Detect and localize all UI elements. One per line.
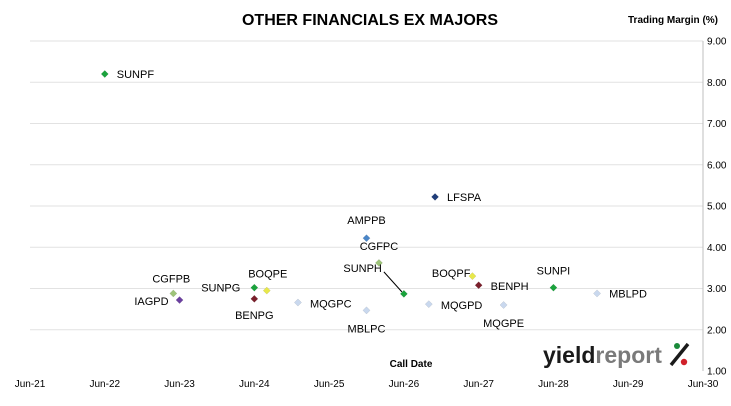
point-label-amppb: AMPPB: [347, 215, 386, 227]
x-tick-label: Jun-22: [89, 379, 120, 390]
point-label-mblpd: MBLPD: [609, 288, 647, 300]
logo-percent-dot-top: [674, 343, 680, 349]
grid-layer: [30, 40, 703, 331]
data-point-sunpg: [250, 283, 259, 292]
point-label-sunph: SUNPH: [343, 263, 382, 275]
point-label-sunpi: SUNPI: [537, 266, 571, 278]
data-point-benpg: [250, 294, 259, 303]
x-tick-label: Jun-24: [239, 379, 270, 390]
y-tick-label: 1.00: [707, 367, 727, 378]
x-axis-label: Call Date: [390, 359, 433, 370]
point-label-sunpf: SUNPF: [117, 69, 155, 81]
y-tick-label: 3.00: [707, 284, 727, 295]
logo-text-report: report: [595, 342, 662, 368]
data-point-mqgpe: [499, 301, 508, 309]
point-label-sunpg: SUNPG: [201, 283, 240, 295]
y-tick-label: 4.00: [707, 243, 727, 254]
y-axis-label: Trading Margin (%): [628, 15, 718, 26]
data-point-mblpc: [362, 306, 371, 315]
logo-percent-slash: [669, 342, 690, 367]
data-point-amppb: [362, 234, 371, 243]
data-point-sunpi: [549, 283, 558, 292]
point-label-benpg: BENPG: [235, 310, 274, 322]
x-tick-label: Jun-23: [164, 379, 195, 390]
x-tick-label: Jun-21: [15, 379, 46, 390]
point-label-mblpc: MBLPC: [348, 323, 386, 335]
y-tick-label: 9.00: [707, 37, 727, 48]
logo-percent-icon: [669, 342, 690, 367]
data-point-boqpe: [262, 286, 271, 295]
chart-title: OTHER FINANCIALS EX MAJORS: [242, 12, 498, 29]
x-tick-label: Jun-29: [613, 379, 644, 390]
x-tick-label: Jun-26: [389, 379, 420, 390]
data-point-boqpf: [468, 272, 477, 281]
label-layer: SUNPF CGFPB IAGPD SUNPG BOQPE BENPG MQGPC MBLPC…: [117, 69, 647, 335]
point-label-lfspa: LFSPA: [447, 192, 482, 204]
x-tick-label: Jun-27: [463, 379, 494, 390]
data-point-mblpd: [593, 289, 602, 298]
y-tick-label: 2.00: [707, 325, 727, 336]
point-label-benph: BENPH: [491, 281, 529, 293]
data-point-mqgpc: [294, 298, 302, 307]
point-label-mqgpe: MQGPE: [483, 318, 524, 330]
point-label-boqpe: BOQPE: [248, 269, 287, 281]
data-point-mqgpd: [424, 300, 433, 309]
data-point-cgfpb: [169, 289, 178, 298]
y-tick-label: 5.00: [707, 202, 727, 213]
point-layer: [100, 70, 602, 315]
leader-line-sunph: [383, 271, 403, 293]
point-label-cgfpc: CGFPC: [360, 241, 399, 253]
data-point-sunpf: [100, 70, 109, 78]
point-label-mqgpd: MQGPD: [441, 300, 483, 312]
tick-layer: 1.00 2.00 3.00 4.00 5.00 6.00 7.00 8.00 9.00 Jun-…: [15, 37, 727, 391]
logo-percent-dot-bottom: [680, 358, 688, 366]
data-point-sunph: [399, 289, 408, 298]
x-tick-label: Jun-30: [688, 379, 719, 390]
yieldreport-logo: yieldreport: [543, 342, 690, 368]
y-tick-label: 7.00: [707, 119, 727, 130]
point-label-boqpf: BOQPF: [432, 268, 471, 280]
data-point-lfspa: [431, 192, 439, 201]
data-point-benph: [474, 281, 483, 290]
x-tick-label: Jun-25: [314, 379, 345, 390]
data-point-cgfpc: [375, 258, 383, 267]
logo-wordmark: yieldreport: [543, 342, 662, 368]
point-label-cgfpb: CGFPB: [152, 273, 190, 285]
data-point-iagpd: [175, 296, 184, 305]
x-tick-label: Jun-28: [538, 379, 569, 390]
y-tick-label: 6.00: [707, 160, 727, 171]
y-tick-label: 8.00: [707, 78, 727, 89]
point-label-mqgpc: MQGPC: [310, 299, 352, 311]
point-label-iagpd: IAGPD: [134, 296, 168, 308]
logo-text-yield: yield: [543, 342, 595, 368]
